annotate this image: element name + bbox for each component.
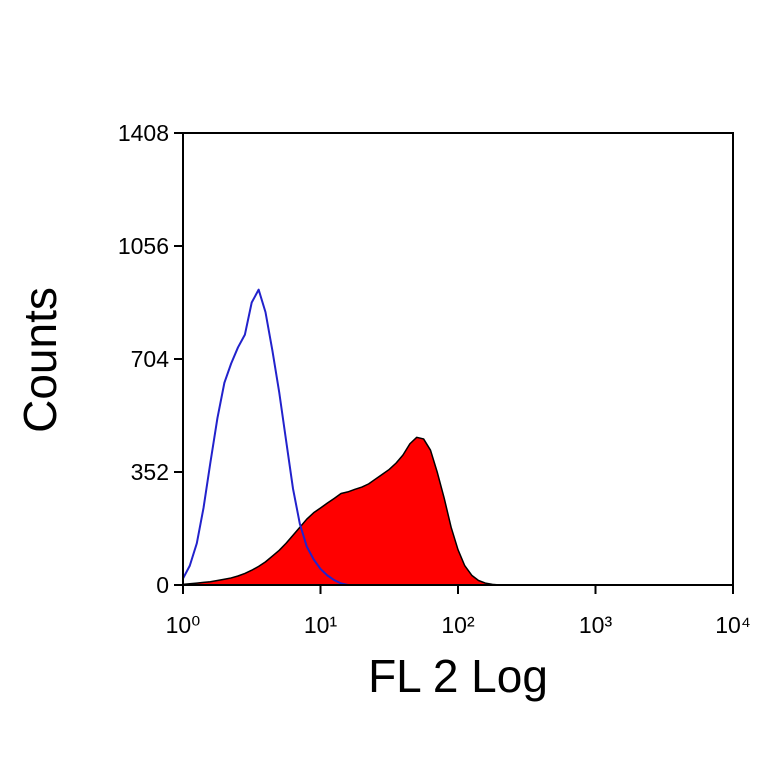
y-tick-label: 1408 — [118, 120, 169, 146]
histogram-area — [182, 436, 507, 586]
y-tick-label: 704 — [131, 346, 170, 372]
y-tick-label: 0 — [156, 572, 169, 598]
x-tick-label: 10⁰ — [166, 612, 201, 638]
plot-frame — [182, 132, 734, 586]
x-tick-label: 10¹ — [304, 612, 338, 638]
x-tick-label: 10² — [441, 612, 475, 638]
y-axis-label: Counts — [14, 287, 66, 433]
x-axis-label: FL 2 Log — [368, 650, 548, 702]
x-tick-label: 10³ — [579, 612, 613, 638]
x-tick-label: 10⁴ — [715, 612, 750, 638]
histogram-line — [182, 288, 349, 586]
y-tick-label: 352 — [131, 459, 169, 485]
y-tick-label: 1056 — [118, 233, 169, 259]
